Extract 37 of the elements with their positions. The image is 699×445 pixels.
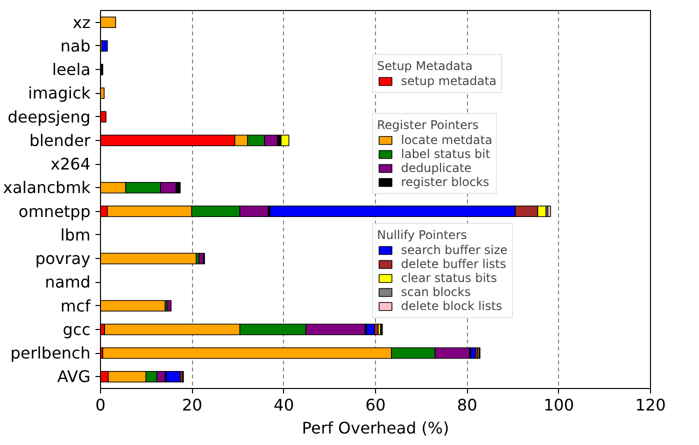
y-tick-label: AVG (57, 367, 90, 386)
x-axis-title: Perf Overhead (%) (302, 418, 450, 438)
x-tick-label: 20 (182, 396, 202, 414)
y-tick-label: perlbench (10, 344, 91, 363)
annotation: Nullify Pointers (377, 228, 468, 242)
legend-label: deduplicate (401, 161, 472, 175)
x-tick-label: 120 (635, 396, 666, 414)
y-tick-label: nab (60, 36, 91, 56)
annotation: Register Pointers (377, 118, 480, 132)
y-tick-label: gcc (62, 320, 90, 339)
legend-label: locate metdata (401, 133, 492, 147)
y-tick-label: blender (29, 130, 91, 150)
y-tick-label: imagick (28, 84, 92, 103)
y-tick-label: omnetpp (18, 202, 91, 221)
y-tick-label: deepsjeng (8, 107, 90, 126)
legend-label: delete buffer lists (401, 257, 506, 271)
legend-label: register blocks (401, 175, 490, 189)
y-tick-label: x264 (50, 154, 91, 174)
legend-label: search buffer size (401, 243, 508, 257)
x-tick-label: 60 (365, 396, 386, 414)
legend-label: clear status bits (401, 271, 498, 285)
y-tick-label: lbm (60, 225, 90, 244)
legend-label: setup metadata (401, 74, 497, 88)
y-tick-label: povray (35, 249, 90, 268)
x-tick-label: 80 (456, 396, 478, 414)
legend-label: delete block lists (401, 299, 502, 313)
x-tick-label: 0 (95, 396, 106, 414)
y-tick-label: xz (72, 12, 91, 32)
y-tick-label: leela (52, 60, 91, 80)
annotation: Setup Metadata (377, 59, 474, 73)
legend-label: scan blocks (401, 285, 471, 299)
y-tick-label: namd (44, 272, 90, 292)
legend-label: label status bit (401, 147, 490, 161)
y-tick-label: xalancbmk (3, 178, 92, 198)
y-tick-label: mcf (60, 296, 91, 316)
x-tick-label: 40 (274, 396, 294, 414)
x-tick-label: 100 (544, 396, 574, 414)
